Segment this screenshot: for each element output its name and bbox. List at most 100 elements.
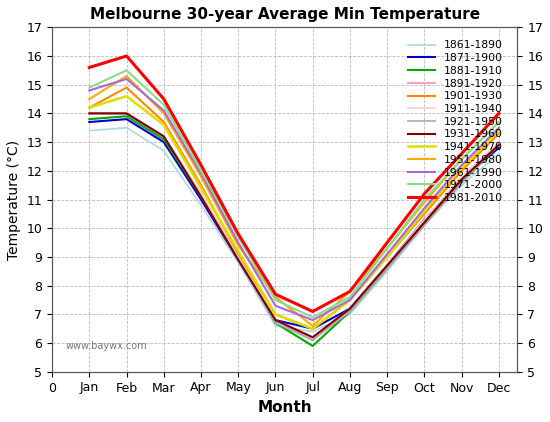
1941-1970	[86, 105, 92, 110]
1871-1900	[272, 318, 279, 323]
1901-1930	[161, 119, 167, 124]
1911-1940	[123, 111, 130, 116]
1881-1910	[496, 143, 502, 148]
1891-1920	[123, 111, 130, 116]
1891-1920	[384, 266, 390, 271]
1911-1940	[235, 254, 241, 260]
1881-1910	[161, 137, 167, 142]
1941-1970	[496, 128, 502, 133]
1901-1930	[235, 252, 241, 257]
1871-1900	[346, 306, 353, 311]
Line: 1921-1950: 1921-1950	[89, 114, 499, 340]
1981-2010	[272, 292, 279, 297]
1881-1910	[421, 220, 428, 225]
1861-1890	[421, 223, 428, 228]
1881-1910	[272, 320, 279, 325]
1861-1890	[161, 148, 167, 153]
1881-1910	[346, 309, 353, 314]
1931-1960	[272, 318, 279, 323]
1891-1920	[86, 111, 92, 116]
1911-1940	[458, 174, 465, 179]
1871-1900	[310, 326, 316, 331]
1891-1920	[197, 191, 204, 196]
1941-1970	[197, 186, 204, 191]
1931-1960	[86, 111, 92, 116]
Text: www.baywx.com: www.baywx.com	[66, 341, 148, 351]
1971-2000	[384, 246, 390, 251]
1871-1900	[86, 119, 92, 124]
Line: 1891-1920: 1891-1920	[89, 114, 499, 340]
1921-1950	[235, 257, 241, 262]
1961-1990	[197, 171, 204, 176]
1981-2010	[458, 151, 465, 156]
1961-1990	[458, 162, 465, 168]
1901-1930	[346, 298, 353, 303]
1901-1930	[496, 131, 502, 136]
1961-1990	[310, 318, 316, 323]
1971-2000	[197, 168, 204, 173]
1911-1940	[346, 306, 353, 311]
1971-2000	[272, 298, 279, 303]
1911-1940	[496, 140, 502, 145]
1971-2000	[310, 315, 316, 320]
1921-1950	[310, 338, 316, 343]
1921-1950	[346, 309, 353, 314]
1961-1990	[496, 125, 502, 130]
1861-1890	[86, 128, 92, 133]
1901-1930	[86, 105, 92, 110]
X-axis label: Month: Month	[257, 400, 312, 415]
1881-1910	[384, 266, 390, 271]
1951-1980	[161, 111, 167, 116]
1941-1970	[421, 208, 428, 214]
1961-1990	[161, 108, 167, 113]
1881-1910	[197, 194, 204, 199]
1981-2010	[197, 162, 204, 168]
1861-1890	[235, 260, 241, 265]
Line: 1941-1970: 1941-1970	[89, 96, 499, 329]
1931-1960	[161, 134, 167, 139]
Line: 1881-1910: 1881-1910	[89, 116, 499, 346]
1921-1950	[161, 134, 167, 139]
Line: 1951-1980: 1951-1980	[89, 76, 499, 326]
1881-1910	[123, 114, 130, 119]
1911-1940	[421, 217, 428, 222]
1921-1950	[458, 180, 465, 185]
1981-2010	[384, 240, 390, 245]
1931-1960	[123, 111, 130, 116]
1981-2010	[161, 97, 167, 102]
1941-1970	[272, 312, 279, 317]
1921-1950	[384, 266, 390, 271]
1931-1960	[458, 177, 465, 182]
1951-1980	[384, 246, 390, 251]
Line: 1871-1900: 1871-1900	[89, 119, 499, 329]
1891-1920	[272, 318, 279, 323]
1861-1890	[272, 323, 279, 328]
1891-1920	[458, 177, 465, 182]
1971-2000	[161, 102, 167, 107]
1971-2000	[421, 197, 428, 202]
1921-1950	[272, 320, 279, 325]
1891-1920	[235, 254, 241, 260]
1981-2010	[86, 65, 92, 70]
1871-1900	[496, 145, 502, 150]
Y-axis label: Temperature (°C): Temperature (°C)	[7, 139, 21, 260]
1901-1930	[421, 211, 428, 216]
1981-2010	[421, 191, 428, 196]
1871-1900	[123, 116, 130, 122]
1941-1970	[235, 249, 241, 254]
1921-1950	[86, 111, 92, 116]
1971-2000	[496, 119, 502, 124]
1951-1980	[197, 174, 204, 179]
Legend: 1861-1890, 1871-1900, 1881-1910, 1891-1920, 1901-1930, 1911-1940, 1921-1950, 193: 1861-1890, 1871-1900, 1881-1910, 1891-19…	[404, 36, 508, 207]
1951-1980	[272, 295, 279, 300]
1881-1910	[458, 180, 465, 185]
1931-1960	[235, 257, 241, 262]
1861-1890	[310, 329, 316, 334]
1961-1990	[235, 240, 241, 245]
1901-1930	[123, 85, 130, 90]
1941-1970	[346, 298, 353, 303]
1971-2000	[86, 85, 92, 90]
1901-1930	[197, 183, 204, 188]
1871-1900	[421, 217, 428, 222]
1941-1970	[384, 254, 390, 260]
